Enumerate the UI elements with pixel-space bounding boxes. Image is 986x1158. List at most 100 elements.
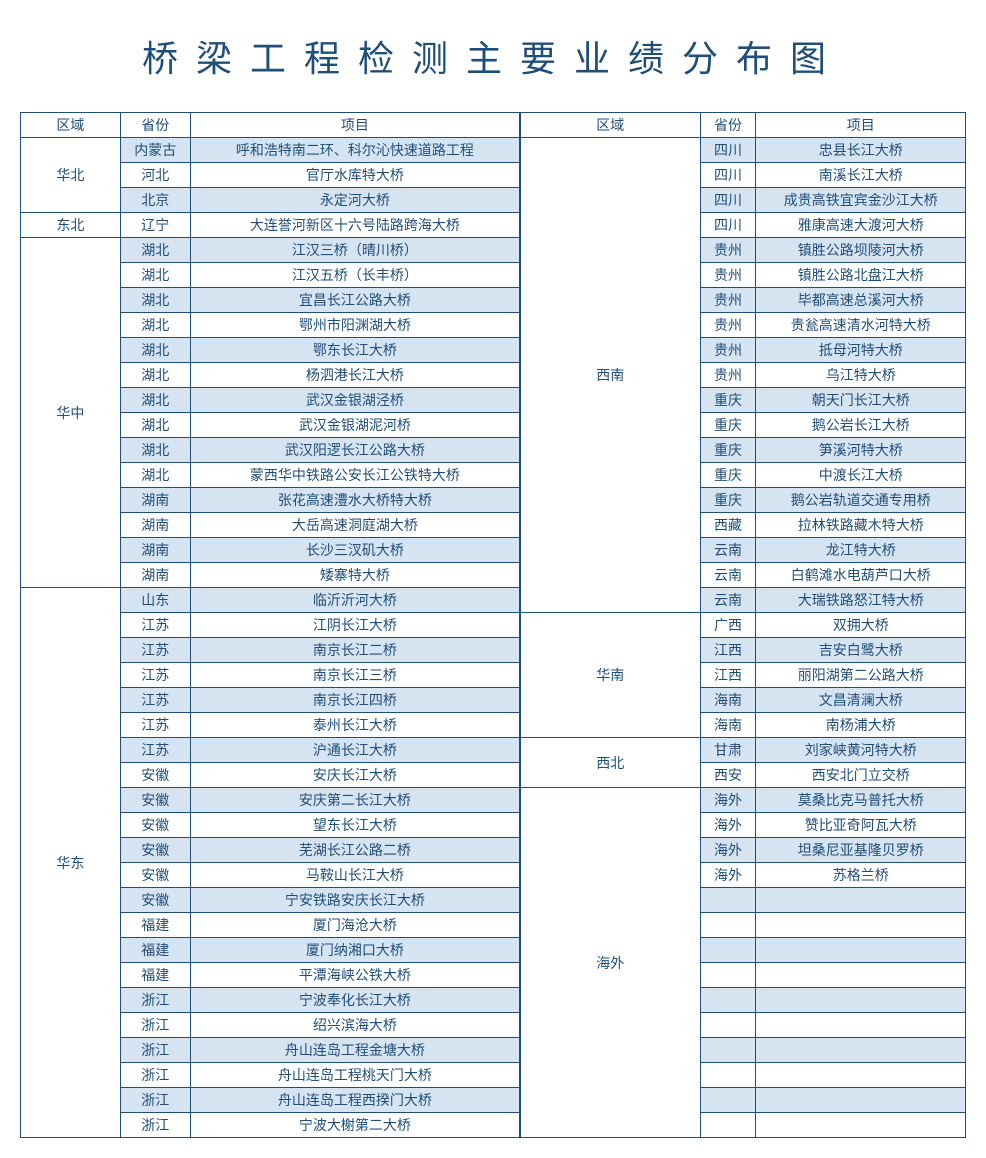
right-table: 区域 省份 项目 西南四川忠县长江大桥四川南溪长江大桥四川成贵高铁宜宾金沙江大桥…: [520, 112, 966, 1138]
project-cell: 临沂沂河大桥: [190, 588, 519, 613]
project-cell: 安庆第二长江大桥: [190, 788, 519, 813]
province-cell: 湖南: [120, 488, 190, 513]
province-cell: 安徽: [120, 763, 190, 788]
project-cell: 舟山连岛工程西揆门大桥: [190, 1088, 519, 1113]
province-cell: 重庆: [700, 413, 756, 438]
table-row: 西北甘肃刘家峡黄河特大桥: [521, 738, 966, 763]
region-cell: 西北: [521, 738, 701, 788]
province-cell: 湖南: [120, 538, 190, 563]
project-cell: 呼和浩特南二环、科尔沁快速道路工程: [190, 138, 519, 163]
province-cell: 江苏: [120, 713, 190, 738]
project-cell: 苏格兰桥: [756, 863, 966, 888]
project-cell: 镇胜公路坝陵河大桥: [756, 238, 966, 263]
region-cell: 海外: [521, 788, 701, 1138]
project-cell: 望东长江大桥: [190, 813, 519, 838]
project-cell: [756, 988, 966, 1013]
province-cell: 海外: [700, 788, 756, 813]
project-cell: 西安北门立交桥: [756, 763, 966, 788]
province-cell: 内蒙古: [120, 138, 190, 163]
province-cell: 浙江: [120, 1063, 190, 1088]
province-cell: 海外: [700, 838, 756, 863]
project-cell: 舟山连岛工程金塘大桥: [190, 1038, 519, 1063]
province-cell: 贵州: [700, 313, 756, 338]
province-cell: 江苏: [120, 738, 190, 763]
province-cell: 浙江: [120, 1038, 190, 1063]
project-cell: [756, 938, 966, 963]
province-cell: [700, 1013, 756, 1038]
province-cell: 西藏: [700, 513, 756, 538]
project-cell: 鹅公岩轨道交通专用桥: [756, 488, 966, 513]
project-cell: 镇胜公路北盘江大桥: [756, 263, 966, 288]
project-cell: [756, 1113, 966, 1138]
left-table: 区域 省份 项目 华北内蒙古呼和浩特南二环、科尔沁快速道路工程河北官厅水库特大桥…: [20, 112, 520, 1138]
project-cell: 张花高速澧水大桥特大桥: [190, 488, 519, 513]
province-cell: 浙江: [120, 1113, 190, 1138]
province-cell: [700, 913, 756, 938]
province-cell: 海南: [700, 688, 756, 713]
province-cell: 湖北: [120, 313, 190, 338]
project-cell: 蒙西华中铁路公安长江公铁特大桥: [190, 463, 519, 488]
province-cell: 安徽: [120, 888, 190, 913]
province-cell: 甘肃: [700, 738, 756, 763]
project-cell: 沪通长江大桥: [190, 738, 519, 763]
province-cell: 广西: [700, 613, 756, 638]
province-cell: 江苏: [120, 663, 190, 688]
province-cell: 浙江: [120, 1088, 190, 1113]
province-cell: 湖北: [120, 238, 190, 263]
province-cell: 山东: [120, 588, 190, 613]
project-cell: 鹅公岩长江大桥: [756, 413, 966, 438]
project-cell: 忠县长江大桥: [756, 138, 966, 163]
province-cell: 江西: [700, 663, 756, 688]
province-cell: 福建: [120, 913, 190, 938]
project-cell: 厦门海沧大桥: [190, 913, 519, 938]
province-cell: 贵州: [700, 238, 756, 263]
province-cell: 湖北: [120, 463, 190, 488]
project-cell: 拉林铁路藏木特大桥: [756, 513, 966, 538]
province-cell: 四川: [700, 188, 756, 213]
project-cell: [756, 963, 966, 988]
header-project: 项目: [190, 113, 519, 138]
project-cell: 大瑞铁路怒江特大桥: [756, 588, 966, 613]
project-cell: 矮寨特大桥: [190, 563, 519, 588]
project-cell: 绍兴滨海大桥: [190, 1013, 519, 1038]
project-cell: 毕都高速总溪河大桥: [756, 288, 966, 313]
project-cell: 乌江特大桥: [756, 363, 966, 388]
province-cell: [700, 938, 756, 963]
province-cell: 云南: [700, 588, 756, 613]
province-cell: 重庆: [700, 463, 756, 488]
table-container: 区域 省份 项目 华北内蒙古呼和浩特南二环、科尔沁快速道路工程河北官厅水库特大桥…: [20, 112, 966, 1138]
province-cell: 安徽: [120, 863, 190, 888]
province-cell: 湖北: [120, 413, 190, 438]
province-cell: 江西: [700, 638, 756, 663]
project-cell: 长沙三汊矶大桥: [190, 538, 519, 563]
project-cell: [756, 888, 966, 913]
province-cell: 湖北: [120, 438, 190, 463]
province-cell: 四川: [700, 163, 756, 188]
province-cell: 湖北: [120, 363, 190, 388]
province-cell: [700, 1113, 756, 1138]
province-cell: 重庆: [700, 488, 756, 513]
region-cell: 华南: [521, 613, 701, 738]
project-cell: 杨泗港长江大桥: [190, 363, 519, 388]
province-cell: 四川: [700, 213, 756, 238]
province-cell: 重庆: [700, 438, 756, 463]
province-cell: [700, 888, 756, 913]
province-cell: 浙江: [120, 988, 190, 1013]
province-cell: [700, 963, 756, 988]
province-cell: [700, 1063, 756, 1088]
project-cell: [756, 1088, 966, 1113]
project-cell: 南京长江四桥: [190, 688, 519, 713]
header-region: 区域: [21, 113, 121, 138]
province-cell: 云南: [700, 563, 756, 588]
province-cell: 安徽: [120, 838, 190, 863]
province-cell: 江苏: [120, 688, 190, 713]
region-cell: 华北: [21, 138, 121, 213]
province-cell: 海外: [700, 863, 756, 888]
project-cell: 刘家峡黄河特大桥: [756, 738, 966, 763]
project-cell: 雅康高速大渡河大桥: [756, 213, 966, 238]
project-cell: 武汉金银湖泾桥: [190, 388, 519, 413]
project-cell: [756, 1038, 966, 1063]
project-cell: 马鞍山长江大桥: [190, 863, 519, 888]
province-cell: 河北: [120, 163, 190, 188]
project-cell: 吉安白鹭大桥: [756, 638, 966, 663]
